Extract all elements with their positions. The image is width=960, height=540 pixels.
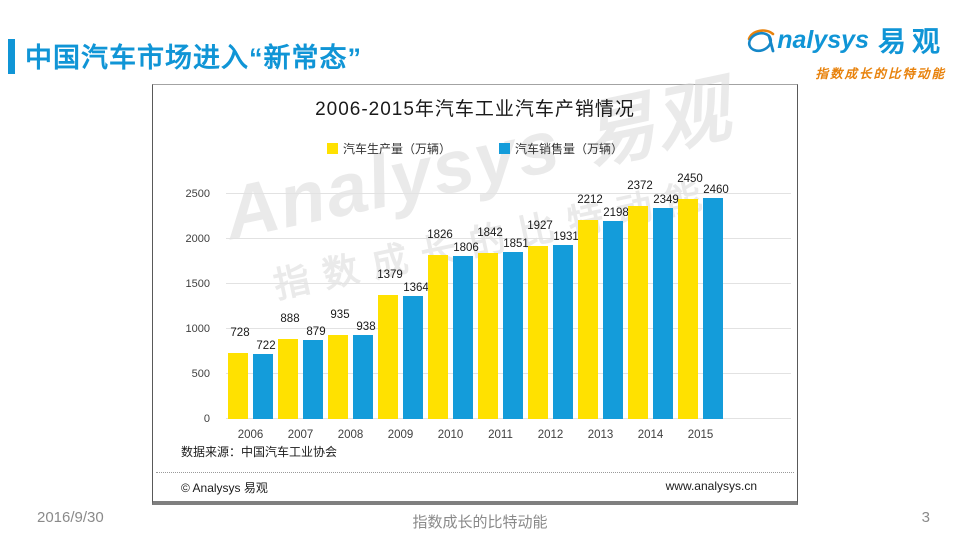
bar-group-2014: 2372 2349 2014 (627, 180, 679, 441)
bar-production-2008 (328, 334, 348, 419)
value-label-sales-2006: 722 (256, 340, 276, 353)
y-axis-tick-label: 0 (203, 413, 210, 425)
dotted-divider (156, 472, 794, 473)
value-label-production-2011: 1842 (477, 227, 503, 240)
plot-area: 728 722 2006 888 879 2007 935 938 2008 1379 1364 20… (226, 161, 791, 442)
page-title: 中国汽车市场进入“新常态” (25, 43, 362, 73)
x-axis-tick-label: 2006 (237, 429, 264, 441)
footer-tagline: 指数成长的比特动能 (412, 514, 548, 531)
bar-group-2013: 2212 2198 2013 (577, 194, 629, 441)
bar-group-2006: 728 722 2006 (228, 327, 276, 441)
bar-group-2007: 888 879 2007 (278, 313, 326, 441)
bar-production-2010 (428, 254, 448, 419)
bar-production-2006 (228, 353, 248, 419)
value-label-sales-2011: 1851 (503, 238, 529, 251)
chart-legend: 汽车生产量（万辆） 汽车销售量（万辆） (153, 140, 797, 157)
value-label-sales-2008: 938 (356, 320, 376, 333)
value-label-production-2015: 2450 (677, 172, 703, 185)
x-axis-tick-label: 2008 (337, 429, 364, 441)
bar-production-2007 (278, 339, 298, 419)
x-axis-tick-label: 2009 (387, 429, 414, 441)
x-axis-tick-label: 2012 (537, 429, 564, 441)
chart-title: 2006-2015年汽车工业汽车产销情况 (315, 99, 635, 120)
legend-label: 汽车销售量（万辆） (515, 142, 624, 156)
value-label-sales-2012: 1931 (553, 231, 579, 244)
bar-sales-2013 (603, 221, 623, 419)
legend-label: 汽车生产量（万辆） (342, 142, 451, 156)
bar-group-2008: 935 938 2008 (328, 309, 376, 441)
bar-group-2012: 1927 1931 2012 (527, 220, 579, 441)
bar-sales-2014 (653, 207, 673, 419)
bar-production-2011 (478, 253, 498, 419)
logo-text-cn: 易观 (877, 27, 946, 58)
y-axis-tick-label: 1000 (185, 323, 210, 335)
y-axis-tick-label: 2000 (185, 233, 210, 245)
data-source: 数据来源：中国汽车工业协会 (181, 445, 338, 459)
analysys-logo: nalysys 易观 指数成长的比特动能 (746, 20, 946, 82)
value-label-production-2008: 935 (330, 308, 350, 321)
website-link[interactable]: www.analysys.cn (665, 479, 757, 493)
value-label-production-2010: 1826 (427, 228, 453, 241)
bar-production-2015 (678, 198, 698, 419)
title-accent-bar (8, 39, 15, 74)
bar-production-2013 (578, 219, 598, 419)
x-axis-tick-label: 2013 (587, 429, 614, 441)
value-label-sales-2007: 879 (306, 325, 326, 338)
x-axis-tick-label: 2007 (287, 429, 314, 441)
value-label-production-2009: 1379 (377, 268, 403, 281)
y-axis: 0 500 1000 1500 2000 2500 (153, 161, 217, 425)
bar-sales-2011 (503, 252, 523, 419)
footer-date: 2016/9/30 (37, 509, 104, 526)
y-axis-tick-label: 1500 (185, 278, 210, 290)
bar-group-2009: 1379 1364 2009 (377, 269, 429, 441)
chart-container: Analysys 易观 指数成长的比特动能 2006-2015年汽车工业汽车产销… (152, 67, 798, 505)
legend-swatch (326, 143, 338, 154)
bar-groups: 728 722 2006 888 879 2007 935 938 2008 1379 1364 20… (226, 161, 791, 442)
bar-production-2009 (378, 294, 398, 419)
bar-sales-2012 (553, 245, 573, 419)
value-label-production-2006: 728 (230, 327, 250, 340)
bar-production-2014 (628, 205, 648, 419)
value-label-production-2007: 888 (280, 313, 300, 326)
value-label-production-2013: 2212 (577, 193, 603, 206)
value-label-sales-2015: 2460 (703, 183, 729, 196)
logo-swirl-icon (747, 29, 775, 53)
bar-sales-2010 (453, 256, 473, 419)
value-label-production-2012: 1927 (527, 219, 553, 232)
value-label-sales-2014: 2349 (653, 193, 679, 206)
logo-tagline: 指数成长的比特动能 (815, 67, 946, 81)
value-label-sales-2013: 2198 (603, 207, 629, 220)
gridline (226, 193, 791, 194)
bar-group-2010: 1826 1806 2010 (427, 229, 479, 441)
x-axis-tick-label: 2015 (687, 429, 714, 441)
y-axis-tick-label: 2500 (185, 188, 210, 200)
value-label-sales-2010: 1806 (453, 242, 479, 255)
legend-swatch (499, 143, 510, 154)
bar-sales-2015 (703, 197, 723, 419)
bar-group-2011: 1842 1851 2011 (477, 227, 529, 441)
legend-item-sales: 汽车销售量（万辆） (499, 140, 623, 157)
x-axis-tick-label: 2011 (488, 429, 513, 441)
x-axis-tick-label: 2010 (437, 429, 464, 441)
logo-text-en: nalysys (777, 25, 869, 54)
bar-sales-2007 (303, 339, 323, 419)
bar-sales-2006 (253, 354, 273, 419)
bar-production-2012 (528, 245, 548, 419)
gridline (226, 238, 791, 239)
bar-sales-2009 (403, 296, 423, 419)
footer-page-number: 3 (921, 509, 930, 526)
y-axis-tick-label: 500 (191, 368, 210, 380)
x-axis-tick-label: 2014 (637, 429, 664, 441)
bar-sales-2008 (353, 334, 373, 419)
legend-item-production: 汽车生产量（万辆） (326, 140, 451, 157)
value-label-production-2014: 2372 (627, 179, 653, 192)
value-label-sales-2009: 1364 (403, 282, 429, 295)
copyright: © Analysys 易观 (181, 481, 268, 495)
bar-group-2015: 2450 2460 2015 (677, 173, 729, 442)
